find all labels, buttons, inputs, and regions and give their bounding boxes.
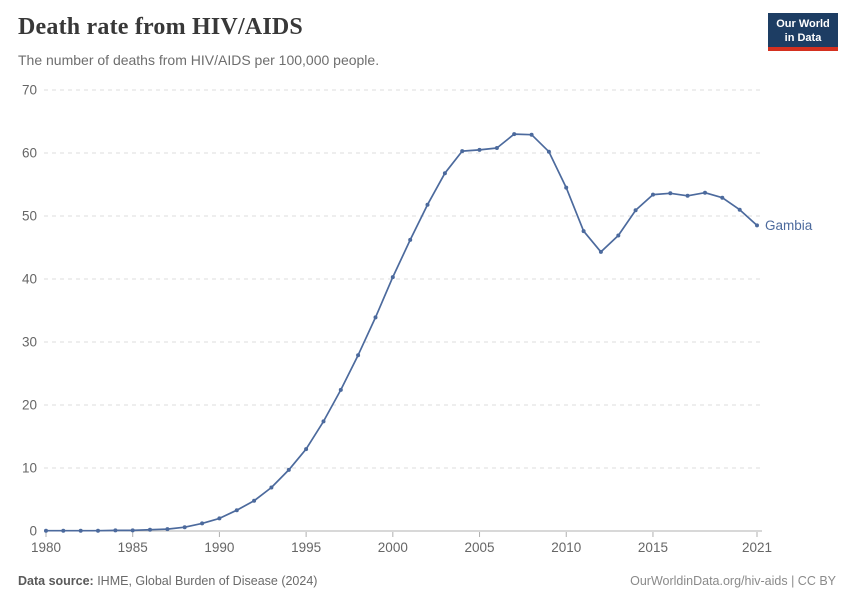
x-axis-tick-label: 2010 [551, 540, 581, 555]
data-point[interactable] [720, 195, 725, 200]
y-axis-tick-label: 70 [22, 83, 37, 98]
data-point[interactable] [390, 275, 395, 280]
data-point[interactable] [494, 146, 499, 150]
data-point[interactable] [269, 485, 274, 490]
data-point[interactable] [598, 249, 603, 254]
data-point[interactable] [304, 447, 309, 452]
data-point[interactable] [651, 192, 655, 197]
y-axis-tick-label: 60 [22, 146, 37, 161]
data-point[interactable] [321, 419, 326, 424]
data-source-note: Data source: IHME, Global Burden of Dise… [18, 574, 317, 588]
owid-logo-line1: Our World [776, 18, 830, 30]
data-point[interactable] [286, 467, 291, 472]
series-label-gambia[interactable]: Gambia [765, 218, 813, 233]
data-point[interactable] [633, 208, 638, 213]
data-point[interactable] [425, 202, 430, 207]
data-point[interactable] [737, 207, 742, 212]
data-point[interactable] [408, 237, 413, 242]
data-point[interactable] [148, 527, 152, 532]
chart-subtitle: The number of deaths from HIV/AIDS per 1… [18, 52, 380, 68]
data-point[interactable] [564, 185, 569, 190]
owid-logo: Our World in Data [768, 13, 838, 51]
data-point[interactable] [130, 528, 135, 533]
x-axis-tick-label: 1995 [291, 540, 321, 555]
data-point[interactable] [356, 353, 361, 358]
data-point[interactable] [442, 171, 447, 176]
y-axis-tick-label: 0 [29, 524, 37, 539]
data-point[interactable] [668, 191, 673, 196]
data-point[interactable] [44, 528, 48, 533]
x-axis-tick-label: 2005 [465, 540, 495, 555]
data-point[interactable] [182, 525, 187, 530]
data-point[interactable] [200, 521, 205, 526]
license-credit: OurWorldinData.org/hiv-aids | CC BY [630, 574, 836, 588]
chart-area: 0 10 20 30 40 50 60 70 1980 1985 1990 1995 2000 2005 2… [0, 78, 850, 558]
x-axis-tick-label: 1990 [204, 540, 234, 555]
data-source-label: Data source: [18, 574, 94, 588]
data-point[interactable] [616, 233, 621, 238]
data-point[interactable] [165, 527, 170, 532]
y-axis-tick-label: 40 [22, 272, 37, 287]
data-point[interactable] [529, 132, 534, 137]
series-line-gambia[interactable] [46, 133, 758, 532]
line-chart-svg[interactable]: 0 10 20 30 40 50 60 70 1980 1985 1990 1995 2000 2005 2… [0, 78, 850, 558]
data-point[interactable] [217, 516, 222, 521]
data-point[interactable] [234, 508, 239, 513]
data-point[interactable] [581, 229, 586, 234]
y-axis-tick-label: 10 [22, 461, 37, 476]
x-axis-tick-label: 2021 [742, 540, 772, 555]
data-point[interactable] [338, 387, 343, 392]
y-axis-tick-label: 20 [22, 398, 37, 413]
data-point[interactable] [373, 315, 378, 320]
y-axis-tick-label: 50 [22, 209, 37, 224]
data-point[interactable] [460, 149, 465, 154]
data-point[interactable] [546, 149, 551, 154]
data-point[interactable] [113, 528, 118, 533]
page-title: Death rate from HIV/AIDS [18, 14, 303, 40]
x-axis-tick-label: 1980 [31, 540, 61, 555]
data-point[interactable] [685, 193, 690, 198]
data-point[interactable] [477, 147, 482, 152]
data-point[interactable] [96, 528, 100, 533]
x-axis-tick-label: 1985 [118, 540, 148, 555]
data-source-text: IHME, Global Burden of Disease (2024) [93, 574, 318, 588]
chart-footer: Data source: IHME, Global Burden of Dise… [18, 574, 836, 588]
data-point[interactable] [755, 223, 759, 228]
x-axis-tick-label: 2015 [638, 540, 668, 555]
x-axis-tick-label: 2000 [378, 540, 408, 555]
data-point[interactable] [703, 190, 707, 195]
y-axis-tick-label: 30 [22, 335, 37, 350]
data-point[interactable] [78, 528, 83, 533]
data-point[interactable] [512, 132, 517, 137]
data-point[interactable] [61, 528, 66, 533]
data-point[interactable] [252, 498, 257, 503]
owid-logo-line2: in Data [784, 32, 822, 45]
